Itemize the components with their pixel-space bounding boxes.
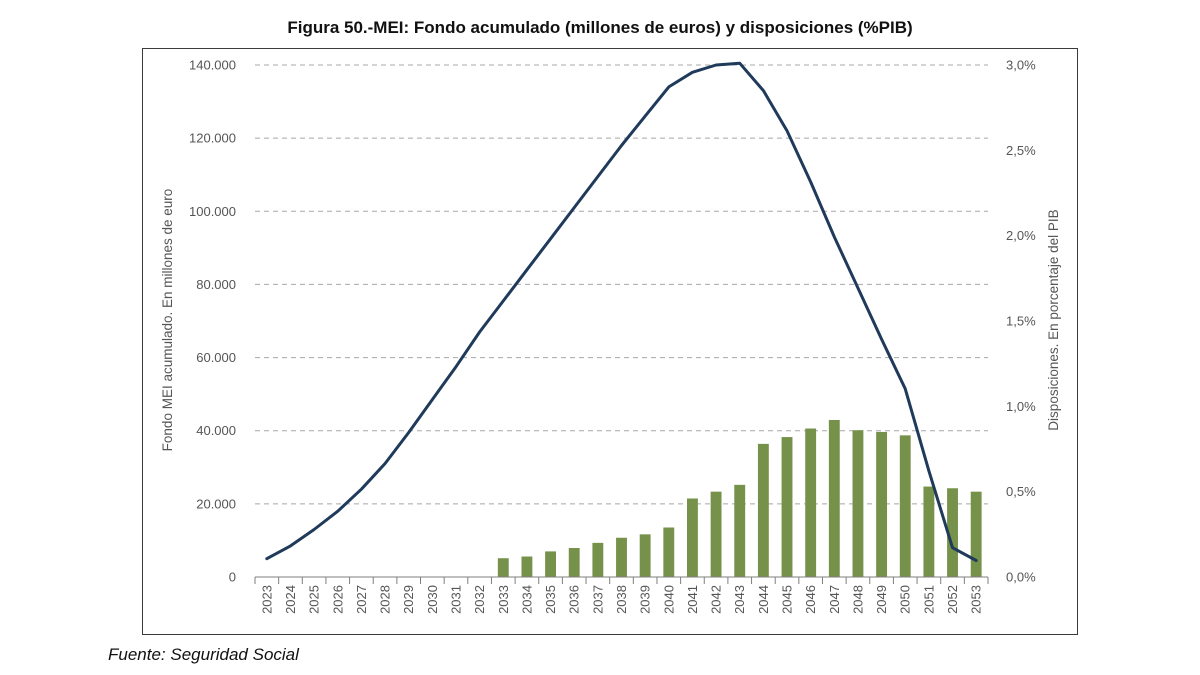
bar — [970, 491, 982, 577]
x-tick-label: 2030 — [425, 585, 440, 614]
bar — [592, 542, 604, 577]
y-left-tick-label: 120.000 — [189, 131, 236, 146]
x-tick-label: 2052 — [945, 585, 960, 614]
x-tick-label: 2044 — [756, 585, 771, 614]
bar — [781, 437, 793, 577]
x-tick-label: 2049 — [874, 585, 889, 614]
bar — [876, 431, 888, 577]
y-right-tick-label: 0,5% — [1006, 484, 1036, 499]
y-left-tick-label: 100.000 — [189, 204, 236, 219]
x-tick-label: 2034 — [519, 585, 534, 614]
x-tick-label: 2045 — [780, 585, 795, 614]
bar — [497, 558, 509, 577]
bar — [568, 547, 580, 577]
bar — [710, 491, 722, 577]
x-tick-label: 2025 — [307, 585, 322, 614]
y-right-tick-label: 3,0% — [1006, 58, 1036, 73]
y-right-tick-label: 2,5% — [1006, 143, 1036, 158]
x-tick-label: 2047 — [827, 585, 842, 614]
x-tick-label: 2033 — [496, 585, 511, 614]
x-tick-label: 2031 — [448, 585, 463, 614]
x-tick-label: 2038 — [614, 585, 629, 614]
bar-series — [497, 419, 982, 577]
y-right-tick-label: 1,5% — [1006, 314, 1036, 329]
chart-frame — [142, 48, 1078, 635]
bar — [947, 488, 958, 577]
x-tick-label: 2027 — [354, 585, 369, 614]
x-tick-label: 2023 — [259, 585, 274, 614]
y-left-tick-label: 0 — [229, 570, 236, 585]
x-tick-label: 2036 — [567, 585, 582, 614]
bar — [852, 430, 864, 577]
bar — [734, 484, 746, 577]
y-axis-right-title: Disposiciones. En porcentaje del PIB — [1046, 209, 1061, 430]
bar — [923, 486, 935, 577]
x-tick-label: 2032 — [472, 585, 487, 614]
x-tick-label: 2051 — [921, 585, 936, 614]
axes: 0 20.000 40.000 60.000 80.000 100.000 120.000 1… — [189, 58, 1036, 614]
x-tick-label: 2040 — [661, 585, 676, 614]
x-tick-label: 2042 — [709, 585, 724, 614]
bar — [899, 435, 911, 577]
bar — [663, 527, 675, 577]
x-tick-label: 2043 — [732, 585, 747, 614]
x-tick-label: 2041 — [685, 585, 700, 614]
bar — [828, 419, 840, 577]
x-tick-label: 2037 — [590, 585, 605, 614]
x-tick-label: 2048 — [850, 585, 865, 614]
source-note: Fuente: Seguridad Social — [108, 645, 299, 664]
x-tick-label: 2035 — [543, 585, 558, 614]
x-tick-label: 2029 — [401, 585, 416, 614]
x-tick-label: 2026 — [330, 585, 345, 614]
bar — [805, 428, 817, 577]
x-tick-label: 2024 — [283, 585, 298, 614]
y-right-tick-label: 2,0% — [1006, 228, 1036, 243]
y-left-tick-label: 140.000 — [189, 58, 236, 73]
bar — [686, 498, 698, 577]
bar — [521, 556, 533, 577]
y-axis-left-title: Fondo MEI acumulado. En millones de euro — [160, 189, 175, 452]
x-tick-label: 2050 — [898, 585, 913, 614]
y-right-tick-label: 1,0% — [1006, 399, 1036, 414]
bar — [757, 443, 769, 577]
y-left-tick-label: 20.000 — [196, 496, 236, 511]
y-left-tick-label: 80.000 — [196, 277, 236, 292]
line-series — [265, 61, 978, 562]
y-left-tick-label: 60.000 — [196, 350, 236, 365]
chart-title: Figura 50.-MEI: Fondo acumulado (millone… — [287, 18, 913, 37]
x-tick-label: 2028 — [378, 585, 393, 614]
bar — [545, 551, 557, 577]
bar — [639, 534, 651, 577]
x-tick-label: 2039 — [638, 585, 653, 614]
y-right-tick-label: 0,0% — [1006, 570, 1036, 585]
x-tick-label: 2046 — [803, 585, 818, 614]
x-tick-label: 2053 — [969, 585, 984, 614]
y-left-tick-label: 40.000 — [196, 423, 236, 438]
bar — [616, 537, 627, 577]
